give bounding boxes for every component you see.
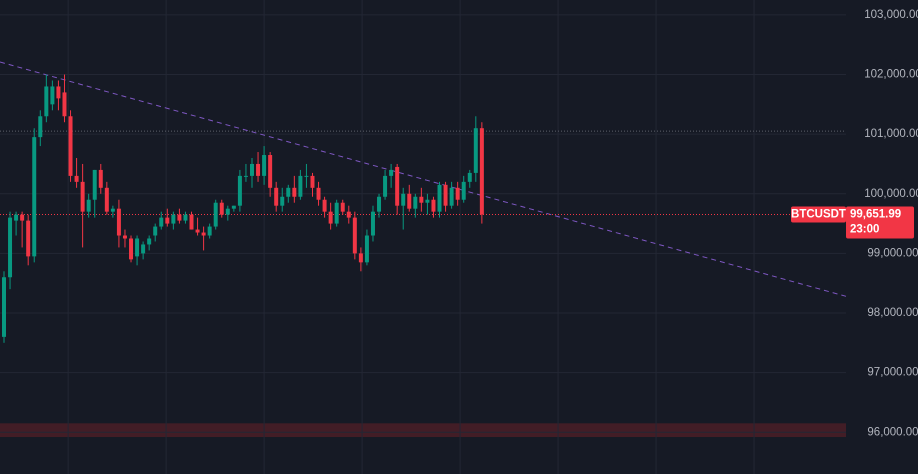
candle-body — [171, 214, 176, 224]
candle-body — [135, 238, 140, 257]
candle-body — [80, 181, 85, 212]
candle-body — [183, 214, 188, 221]
candle-body — [316, 187, 321, 200]
y-tick-label: 103,000.00 — [864, 9, 918, 21]
symbol-tag-bg — [791, 206, 846, 223]
candle-body — [328, 211, 333, 224]
candle-body — [237, 175, 242, 206]
candle-body — [479, 128, 484, 215]
candle-body — [250, 163, 254, 176]
candle-body — [407, 193, 412, 209]
candle-body — [274, 187, 279, 206]
candle-body — [189, 214, 194, 230]
candle-body — [213, 202, 218, 227]
candle-body — [437, 184, 442, 212]
candle-body — [68, 116, 73, 176]
y-tick-label: 96,000.00 — [867, 426, 918, 438]
symbol-tag: BTCUSDT — [791, 209, 846, 221]
candle-body — [395, 166, 400, 206]
y-tick-label: 100,000.00 — [864, 188, 918, 200]
candle-body — [92, 169, 97, 200]
candle-body — [256, 163, 261, 176]
trendline — [0, 61, 847, 297]
y-tick-label: 98,000.00 — [867, 307, 918, 319]
candle-body — [364, 235, 369, 263]
candle-body — [455, 187, 460, 200]
candle-body — [431, 199, 436, 212]
candle-body — [346, 211, 351, 218]
candle-body — [141, 244, 146, 254]
candle-body — [129, 238, 134, 260]
candle-body — [352, 217, 357, 254]
candle-body — [98, 169, 103, 188]
price-zone — [0, 423, 846, 438]
candle-body — [461, 181, 466, 200]
candle-body — [153, 226, 158, 236]
y-tick-label: 102,000.00 — [864, 69, 918, 81]
candle-body — [38, 116, 43, 138]
candle-body — [298, 175, 303, 197]
candle-body — [207, 226, 212, 236]
candle-body — [334, 202, 339, 224]
candle-body — [286, 187, 291, 197]
candle-body — [292, 187, 297, 197]
candle-body — [413, 196, 418, 209]
candle-body — [280, 196, 285, 206]
candle-body — [86, 199, 91, 212]
last-price-label: 99,651.99 — [850, 209, 901, 221]
candle-body — [358, 253, 363, 263]
candle-body — [243, 175, 248, 177]
candle-body — [104, 187, 109, 212]
candle-body — [219, 202, 224, 215]
candle-body — [310, 175, 315, 188]
candle-body — [383, 175, 388, 197]
candle-body — [370, 211, 375, 236]
candle-body — [201, 232, 206, 236]
candle-body — [473, 128, 478, 173]
candle-body — [195, 229, 200, 233]
candle-body — [401, 193, 406, 206]
candle-body — [8, 217, 13, 278]
y-tick-label: 101,000.00 — [864, 128, 918, 140]
candle-body — [62, 92, 67, 117]
candle-body — [177, 214, 182, 221]
candle-body — [231, 205, 236, 209]
candle-body — [377, 196, 382, 212]
candle-body — [322, 199, 327, 212]
candle-body — [467, 172, 472, 182]
candle-body — [165, 217, 170, 224]
candle-body — [26, 220, 31, 257]
candle-body — [122, 235, 127, 239]
candle-body — [116, 208, 121, 236]
candle-body — [425, 199, 430, 203]
candle-body — [159, 217, 164, 227]
candle-body — [74, 175, 79, 182]
countdown-label: 23:00 — [850, 224, 879, 236]
candle-body — [449, 187, 454, 206]
candle-body — [32, 137, 37, 257]
candle-body — [44, 86, 49, 117]
candle-body — [20, 214, 25, 221]
candle-body — [443, 184, 448, 206]
candle-body — [1, 277, 6, 337]
candle-body — [268, 155, 273, 188]
candle-body — [56, 86, 61, 99]
candle-body — [304, 175, 309, 177]
candle-body — [262, 155, 267, 176]
candle-body — [110, 208, 115, 212]
candle-body — [389, 169, 394, 176]
candle-body — [340, 202, 345, 212]
candle-body — [225, 208, 230, 215]
candle-body — [14, 214, 19, 221]
candle-body — [147, 238, 152, 245]
y-tick-label: 97,000.00 — [867, 367, 918, 379]
candle-body — [50, 86, 55, 105]
candle-body — [419, 196, 424, 203]
price-tag-bg — [846, 206, 914, 239]
y-tick-label: 99,000.00 — [867, 247, 918, 259]
